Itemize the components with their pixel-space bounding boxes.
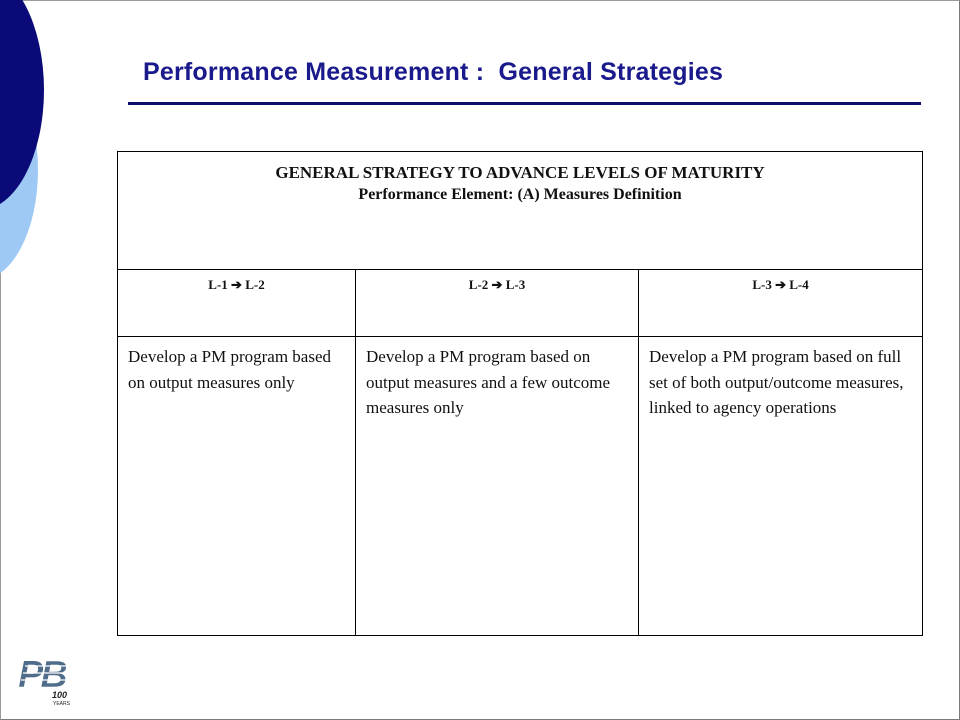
table-header-cell: GENERAL STRATEGY TO ADVANCE LEVELS OF MA… — [116, 151, 924, 270]
level-cell-3: L-3 ➔ L-4 — [637, 269, 924, 337]
title-underline — [128, 102, 921, 105]
strategy-row: Develop a PM program based on output mea… — [117, 336, 924, 636]
table-header-row: GENERAL STRATEGY TO ADVANCE LEVELS OF MA… — [116, 151, 924, 270]
strategy-cell-3: Develop a PM program based on full set o… — [637, 336, 924, 636]
table-heading: GENERAL STRATEGY TO ADVANCE LEVELS OF MA… — [275, 163, 765, 182]
strategy-cell-2: Develop a PM program based on output mea… — [355, 336, 639, 636]
strategy-text-3: Develop a PM program based on full set o… — [649, 347, 904, 417]
pb-logo: PB 100 YEARS — [18, 654, 73, 707]
level-label-2: L-2 ➔ L-3 — [468, 277, 526, 292]
strategy-cell-1: Develop a PM program based on output mea… — [117, 336, 356, 636]
logo-subtext: 100 — [52, 690, 67, 700]
logo-letters: PB — [18, 654, 67, 696]
level-label-1: L-1 ➔ L-2 — [208, 277, 265, 292]
level-cell-2: L-2 ➔ L-3 — [355, 269, 639, 337]
strategy-text-1: Develop a PM program based on output mea… — [128, 347, 332, 392]
slide-title: Performance Measurement : General Strate… — [143, 58, 724, 86]
level-label-3: L-3 ➔ L-4 — [752, 277, 809, 292]
strategy-table: GENERAL STRATEGY TO ADVANCE LEVELS OF MA… — [116, 151, 924, 636]
level-row: L-1 ➔ L-2 L-2 ➔ L-3 L-3 ➔ L-4 — [117, 269, 924, 337]
strategy-text-2: Develop a PM program based on output mea… — [366, 347, 611, 417]
logo-subtext2: YEARS — [53, 701, 71, 707]
table-subheading: Performance Element: (A) Measures Defini… — [358, 186, 682, 203]
level-cell-1: L-1 ➔ L-2 — [117, 269, 356, 337]
corner-decoration — [0, 0, 44, 274]
